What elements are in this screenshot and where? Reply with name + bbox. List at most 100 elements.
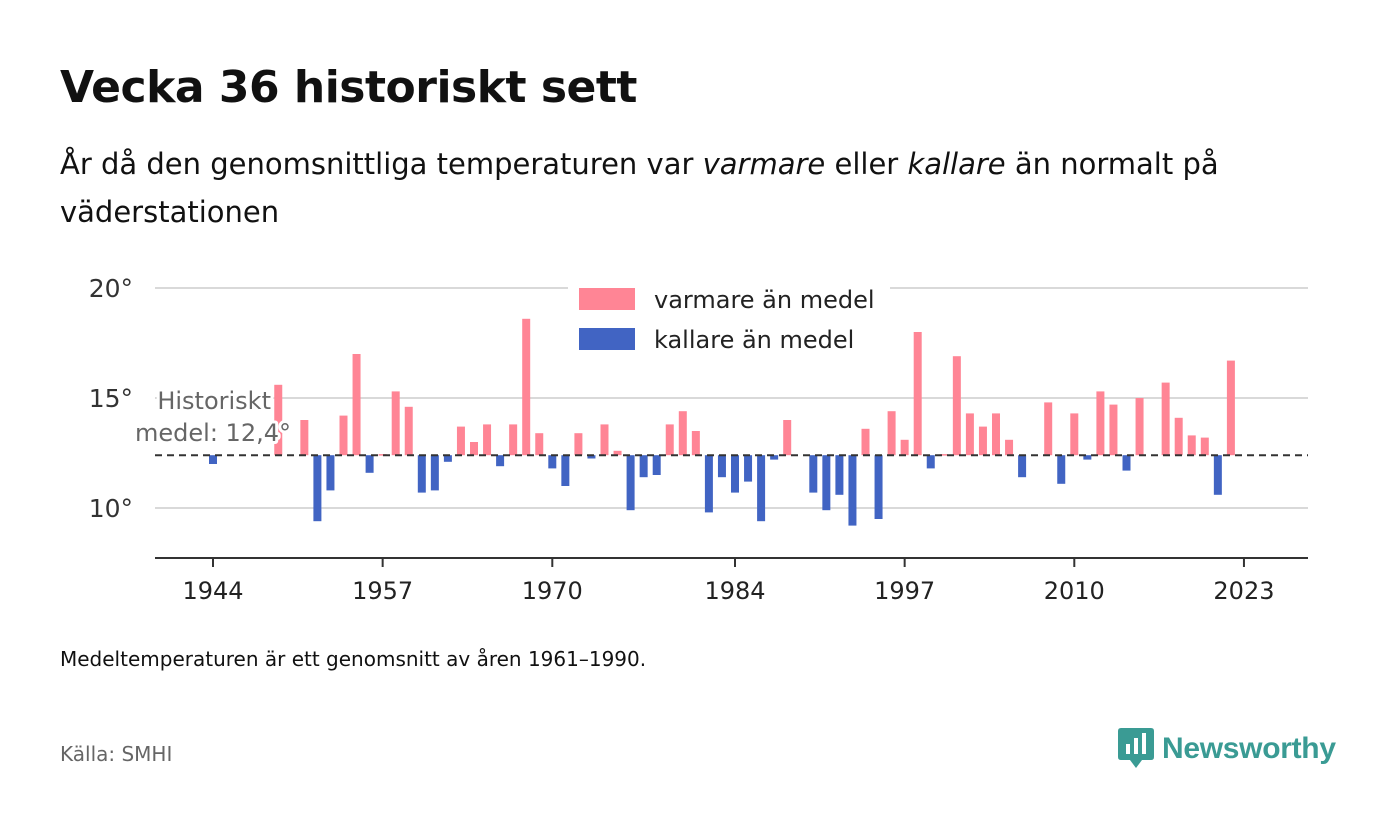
bar — [574, 433, 583, 456]
bar — [835, 455, 844, 495]
baseline-label-line-2: medel: 12,4° — [135, 419, 291, 447]
brand-name: Newsworthy — [1162, 732, 1336, 765]
bar — [404, 406, 413, 456]
bar — [483, 424, 492, 456]
bar — [1096, 391, 1105, 456]
bar — [809, 455, 818, 493]
x-tick-label: 1984 — [704, 577, 765, 605]
bar — [1122, 455, 1131, 471]
bar — [939, 454, 948, 456]
subtitle-warm-word: varmare — [702, 147, 826, 181]
bar — [848, 455, 857, 526]
bar — [1070, 413, 1079, 456]
x-tick-label: 1997 — [874, 577, 935, 605]
bar — [456, 426, 465, 456]
bar — [978, 426, 987, 456]
legend-cold-swatch — [579, 328, 635, 350]
bar — [1057, 455, 1066, 484]
bar — [535, 433, 544, 456]
x-tick-label: 2023 — [1213, 577, 1274, 605]
bar — [691, 431, 700, 456]
bar — [470, 442, 478, 456]
bar — [548, 455, 557, 469]
bar — [822, 455, 831, 511]
bars — [209, 318, 1235, 526]
bar — [926, 455, 935, 469]
legend: varmare än medel kallare än medel — [568, 280, 890, 360]
bar — [731, 455, 739, 493]
bar — [678, 411, 687, 456]
bar — [1200, 437, 1209, 456]
bar — [626, 455, 635, 511]
bar — [704, 455, 713, 513]
source-credit: Källa: SMHI — [60, 742, 173, 766]
bar — [561, 455, 570, 486]
bar — [952, 356, 961, 456]
y-axis-ticks: 10° 15° 20° — [89, 274, 133, 523]
bar-chart: 10° 15° 20° Historiskt medel: 12,4° varmar… — [89, 274, 1308, 605]
bar — [965, 413, 974, 456]
y-tick-label: 15° — [89, 384, 133, 413]
bar — [274, 384, 283, 456]
bar — [900, 439, 909, 456]
bar — [1083, 455, 1092, 460]
x-axis-ticks: 1944 1957 1970 1984 1997 2010 2023 — [182, 558, 1274, 605]
legend-cold-label: kallare än medel — [654, 326, 854, 354]
subtitle-text-start: År då den genomsnittliga temperaturen va… — [60, 147, 703, 181]
bar — [417, 455, 426, 493]
y-tick-label: 20° — [89, 274, 133, 303]
bar — [1161, 382, 1170, 456]
bar — [326, 455, 335, 491]
baseline-label: Historiskt medel: 12,4° — [132, 384, 294, 450]
bar — [209, 455, 217, 464]
bar — [1226, 360, 1235, 456]
bar — [496, 455, 505, 467]
bar — [300, 420, 309, 456]
bar — [652, 455, 661, 475]
bar — [509, 424, 518, 456]
bar — [992, 413, 1000, 456]
subtitle-text-end: än normalt på väderstationen — [60, 147, 1219, 229]
x-tick-label: 2010 — [1044, 577, 1105, 605]
bar — [1187, 435, 1196, 456]
subtitle-cold-word: kallare — [907, 147, 1006, 181]
bar — [313, 455, 322, 522]
bar — [639, 455, 648, 478]
bar — [665, 424, 674, 456]
bar — [913, 332, 922, 456]
bar — [1044, 402, 1053, 456]
footnote: Medeltemperaturen är ett genomsnitt av å… — [60, 647, 647, 671]
bar — [391, 391, 400, 456]
bar — [874, 455, 883, 519]
bar — [1174, 417, 1183, 456]
bar — [861, 428, 870, 456]
bar — [744, 455, 753, 482]
bar — [757, 455, 766, 522]
bar — [430, 455, 439, 491]
y-tick-label: 10° — [89, 494, 133, 523]
legend-warm-label: varmare än medel — [654, 286, 875, 314]
bar — [887, 411, 896, 456]
bar — [365, 455, 374, 473]
bar — [613, 450, 622, 456]
bar — [352, 354, 361, 456]
bar — [1109, 404, 1118, 456]
bar — [339, 415, 348, 456]
baseline-label-line-1: Historiskt — [157, 387, 271, 415]
bar — [1135, 398, 1144, 456]
newsworthy-logo[interactable]: Newsworthy — [1118, 728, 1336, 770]
chart-subtitle: År då den genomsnittliga temperaturen va… — [60, 140, 1300, 236]
x-tick-label: 1957 — [352, 577, 413, 605]
newsworthy-logo-icon — [1118, 728, 1154, 768]
bar — [378, 454, 387, 456]
bar — [587, 455, 596, 459]
bar — [783, 420, 792, 456]
chart-title: Vecka 36 historiskt sett — [60, 62, 637, 113]
bar — [717, 455, 726, 478]
legend-warm-swatch — [579, 288, 635, 310]
x-tick-label: 1944 — [182, 577, 243, 605]
x-tick-label: 1970 — [522, 577, 583, 605]
bar — [770, 455, 779, 460]
bar — [443, 455, 452, 462]
bar — [1005, 439, 1014, 456]
